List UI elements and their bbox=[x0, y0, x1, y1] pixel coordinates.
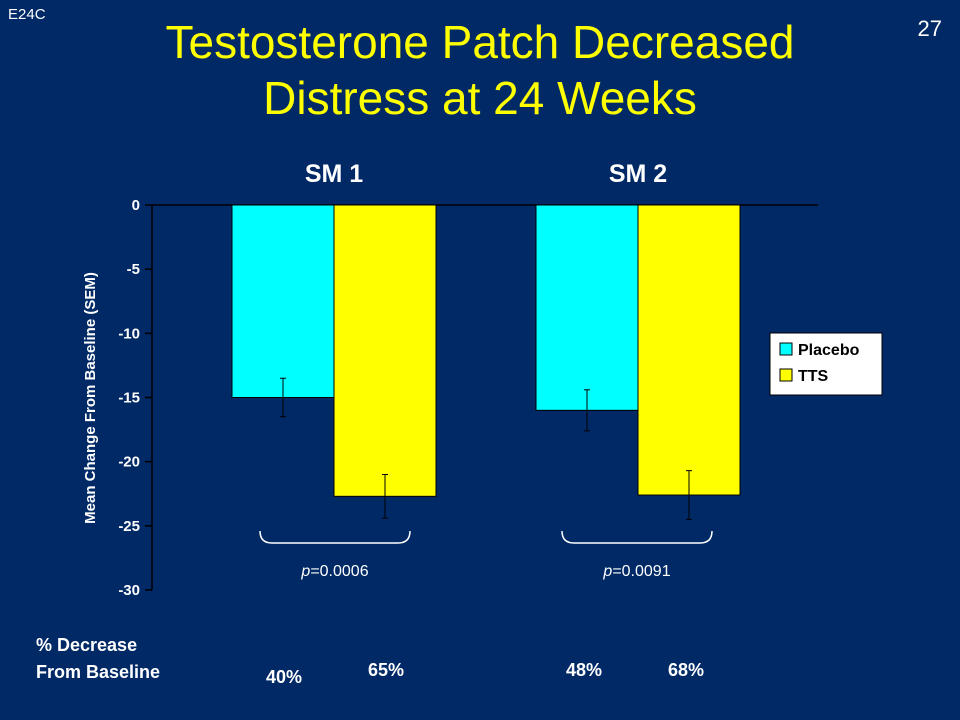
bar-placebo-1 bbox=[231, 204, 335, 398]
y-tick-label: -20 bbox=[118, 454, 140, 471]
percent-decrease-2-2: 68% bbox=[668, 660, 704, 680]
y-tick-label: -15 bbox=[118, 390, 140, 407]
legend-swatch-placebo bbox=[779, 342, 793, 356]
slide-code: E24C bbox=[8, 6, 46, 23]
bar-tts-1 bbox=[333, 204, 437, 497]
y-axis-label: Mean Change From Baseline (SEM) bbox=[82, 272, 99, 524]
group-label-1: SM 1 bbox=[305, 160, 363, 188]
legend-swatch-tts bbox=[779, 368, 793, 382]
percent-decrease-label: % Decrease From Baseline bbox=[36, 632, 160, 686]
y-tick-label: 0 bbox=[132, 197, 140, 214]
y-tick-label: -30 bbox=[118, 582, 140, 599]
percent-decrease-line-1: % Decrease bbox=[36, 635, 138, 655]
slide-title: Testosterone Patch Decreased Distress at… bbox=[0, 14, 960, 126]
legend-label-tts: TTS bbox=[798, 368, 829, 385]
percent-decrease-2-1: 48% bbox=[566, 660, 602, 680]
bar-tts-2 bbox=[637, 204, 741, 496]
title-line-1: Testosterone Patch Decreased bbox=[165, 16, 795, 68]
percent-decrease-1-2: 65% bbox=[368, 660, 404, 680]
legend-label-placebo: Placebo bbox=[798, 342, 860, 359]
group-label-2: SM 2 bbox=[609, 160, 667, 188]
title-line-2: Distress at 24 Weeks bbox=[263, 72, 697, 124]
p-value-2: p=0.0091 bbox=[602, 563, 670, 580]
y-tick-label: -5 bbox=[127, 261, 140, 278]
slide-number: 27 bbox=[917, 16, 942, 41]
percent-decrease-line-2: From Baseline bbox=[36, 662, 161, 682]
percent-decrease-1-1: 40% bbox=[266, 667, 302, 687]
significance-bracket-2 bbox=[561, 530, 713, 544]
y-tick-label: -25 bbox=[118, 518, 140, 535]
p-value-1: p=0.0006 bbox=[300, 563, 368, 580]
significance-bracket-1 bbox=[259, 530, 411, 544]
bar-placebo-2 bbox=[535, 204, 639, 411]
y-tick-label: -10 bbox=[118, 325, 140, 342]
